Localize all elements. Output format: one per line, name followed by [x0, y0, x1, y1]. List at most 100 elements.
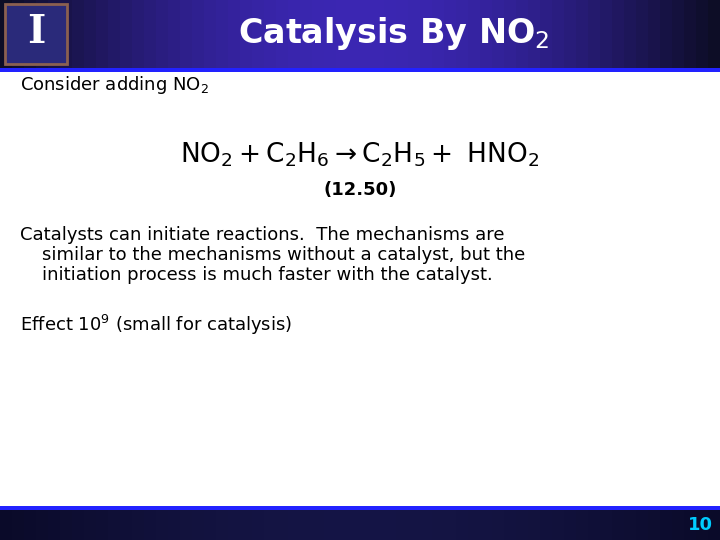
Bar: [408, 510, 420, 540]
Bar: [384, 510, 396, 540]
Text: Catalysts can initiate reactions.  The mechanisms are: Catalysts can initiate reactions. The me…: [20, 226, 505, 244]
Bar: [324, 510, 336, 540]
Bar: [708, 510, 720, 540]
Bar: [528, 510, 540, 540]
Bar: [564, 510, 576, 540]
Bar: [348, 0, 360, 68]
Bar: [588, 0, 600, 68]
Bar: [660, 510, 672, 540]
Bar: [384, 0, 396, 68]
Bar: [600, 0, 612, 68]
Bar: [708, 0, 720, 68]
Bar: [108, 0, 120, 68]
Bar: [360, 0, 372, 68]
Bar: [168, 0, 180, 68]
Bar: [336, 0, 348, 68]
Bar: [144, 510, 156, 540]
Bar: [492, 510, 504, 540]
Bar: [600, 510, 612, 540]
Bar: [420, 0, 432, 68]
Bar: [636, 0, 648, 68]
Bar: [324, 0, 336, 68]
Text: 10: 10: [688, 516, 713, 534]
Bar: [252, 510, 264, 540]
Bar: [396, 0, 408, 68]
Bar: [288, 0, 300, 68]
Bar: [624, 510, 636, 540]
Bar: [396, 510, 408, 540]
Bar: [84, 510, 96, 540]
Bar: [72, 510, 84, 540]
Bar: [432, 510, 444, 540]
Bar: [612, 0, 624, 68]
Bar: [240, 0, 252, 68]
Bar: [684, 0, 696, 68]
Bar: [696, 510, 708, 540]
Bar: [216, 510, 228, 540]
Bar: [408, 0, 420, 68]
Bar: [612, 510, 624, 540]
Bar: [468, 0, 480, 68]
Bar: [12, 0, 24, 68]
Bar: [336, 510, 348, 540]
Bar: [0, 510, 720, 540]
Bar: [96, 510, 108, 540]
Bar: [132, 510, 144, 540]
Bar: [624, 0, 636, 68]
Bar: [648, 510, 660, 540]
Text: $\mathrm{NO_2 + C_2H_6 \rightarrow C_2H_5 + \ HNO_2}$: $\mathrm{NO_2 + C_2H_6 \rightarrow C_2H_…: [181, 141, 539, 169]
Bar: [228, 510, 240, 540]
Bar: [144, 0, 156, 68]
Bar: [240, 510, 252, 540]
Bar: [300, 510, 312, 540]
Bar: [108, 510, 120, 540]
Text: similar to the mechanisms without a catalyst, but the: similar to the mechanisms without a cata…: [42, 246, 526, 264]
Bar: [552, 0, 564, 68]
Bar: [204, 0, 216, 68]
Bar: [216, 0, 228, 68]
Bar: [516, 510, 528, 540]
Bar: [36, 0, 48, 68]
Bar: [372, 510, 384, 540]
Bar: [504, 0, 516, 68]
Text: initiation process is much faster with the catalyst.: initiation process is much faster with t…: [42, 266, 492, 284]
Bar: [60, 510, 72, 540]
Bar: [132, 0, 144, 68]
Bar: [120, 0, 132, 68]
Bar: [480, 0, 492, 68]
Bar: [312, 0, 324, 68]
Bar: [0, 72, 720, 506]
Bar: [36, 510, 48, 540]
Bar: [456, 510, 468, 540]
Bar: [192, 510, 204, 540]
Bar: [672, 0, 684, 68]
Bar: [540, 510, 552, 540]
Bar: [300, 0, 312, 68]
Bar: [528, 0, 540, 68]
Bar: [672, 510, 684, 540]
Bar: [684, 510, 696, 540]
Bar: [48, 510, 60, 540]
Bar: [576, 510, 588, 540]
Bar: [564, 0, 576, 68]
Bar: [0, 0, 12, 68]
Bar: [492, 0, 504, 68]
Bar: [24, 0, 36, 68]
Bar: [156, 0, 168, 68]
Bar: [444, 510, 456, 540]
Bar: [576, 0, 588, 68]
Bar: [432, 0, 444, 68]
Bar: [0, 0, 720, 68]
Text: (12.50): (12.50): [323, 181, 397, 199]
Bar: [480, 510, 492, 540]
Bar: [348, 510, 360, 540]
Bar: [696, 0, 708, 68]
Bar: [312, 510, 324, 540]
Text: I: I: [27, 13, 45, 51]
Bar: [360, 510, 372, 540]
Bar: [540, 0, 552, 68]
Bar: [276, 0, 288, 68]
Bar: [504, 510, 516, 540]
Bar: [168, 510, 180, 540]
Bar: [0, 510, 12, 540]
